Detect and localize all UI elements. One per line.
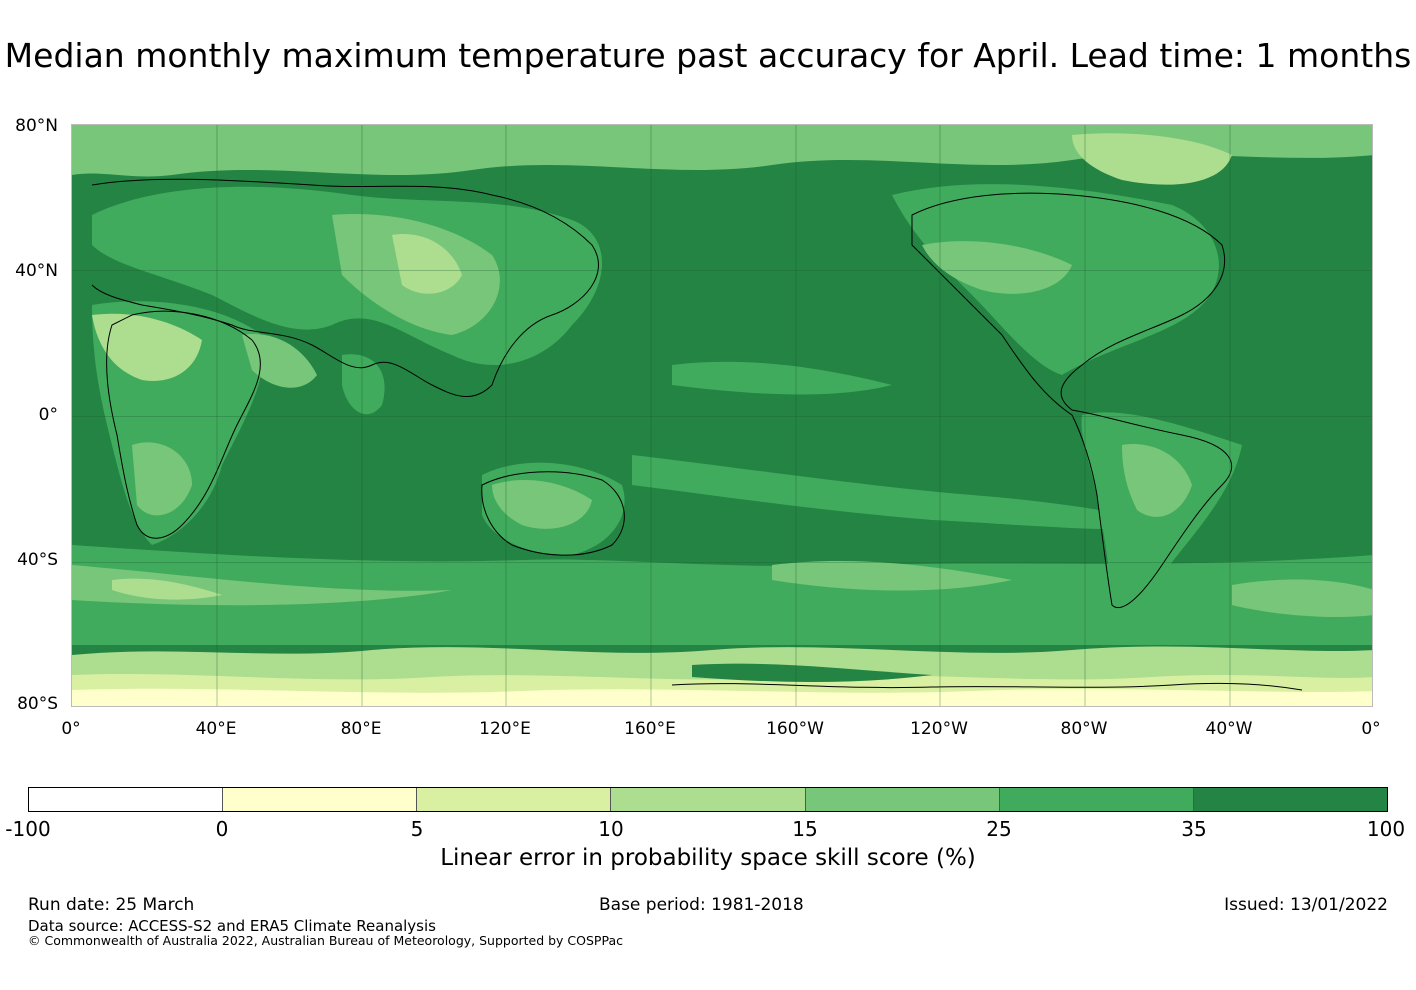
colorbar-tick: 35 [1181, 817, 1207, 841]
skill-score-map [71, 124, 1373, 707]
base-period: Base period: 1981-2018 [599, 895, 804, 915]
issued-date: Issued: 13/01/2022 [1224, 895, 1388, 915]
coastlines [91, 178, 1303, 691]
lat-label: 80°S [17, 694, 58, 714]
run-date: Run date: 25 March [28, 895, 195, 915]
data-source: Data source: ACCESS-S2 and ERA5 Climate … [28, 917, 436, 935]
colorbar [28, 787, 1388, 812]
colorbar-swatch [417, 788, 612, 811]
lon-label: 40°W [1205, 719, 1253, 739]
lon-label: 160°E [624, 719, 676, 739]
colorbar-swatch [223, 788, 418, 811]
lat-label: 0° [38, 405, 58, 425]
colorbar-swatch [29, 788, 224, 811]
colorbar-tick: 10 [598, 817, 624, 841]
colorbar-tick: 100 [1366, 817, 1406, 841]
colorbar-swatch [805, 788, 1000, 811]
lon-label: 40°E [195, 719, 237, 739]
lon-label: 160°W [766, 719, 824, 739]
lon-label: 80°W [1060, 719, 1108, 739]
colorbar-swatch [611, 788, 806, 811]
lon-label: 0° [1361, 719, 1381, 739]
chart-title: Median monthly maximum temperature past … [4, 36, 1412, 75]
colorbar-swatch [999, 788, 1194, 811]
lon-label: 80°E [340, 719, 382, 739]
lon-label: 120°W [910, 719, 968, 739]
lon-label: 120°E [479, 719, 531, 739]
lon-label: 0° [61, 719, 81, 739]
colorbar-tick: 0 [215, 817, 229, 841]
colorbar-tick: 15 [792, 817, 818, 841]
lat-label: 40°N [15, 261, 58, 281]
skill-regions [72, 125, 1372, 706]
colorbar-swatch [1193, 788, 1387, 811]
colorbar-tick: 5 [410, 817, 424, 841]
colorbar-label: Linear error in probability space skill … [440, 845, 976, 871]
map-canvas [72, 125, 1372, 706]
colorbar-tick: -100 [5, 817, 51, 841]
colorbar-tick: 25 [986, 817, 1012, 841]
copyright: © Commonwealth of Australia 2022, Austra… [28, 933, 623, 948]
lat-label: 40°S [17, 550, 58, 570]
lat-label: 80°N [15, 116, 58, 136]
gridlines [72, 125, 1372, 706]
